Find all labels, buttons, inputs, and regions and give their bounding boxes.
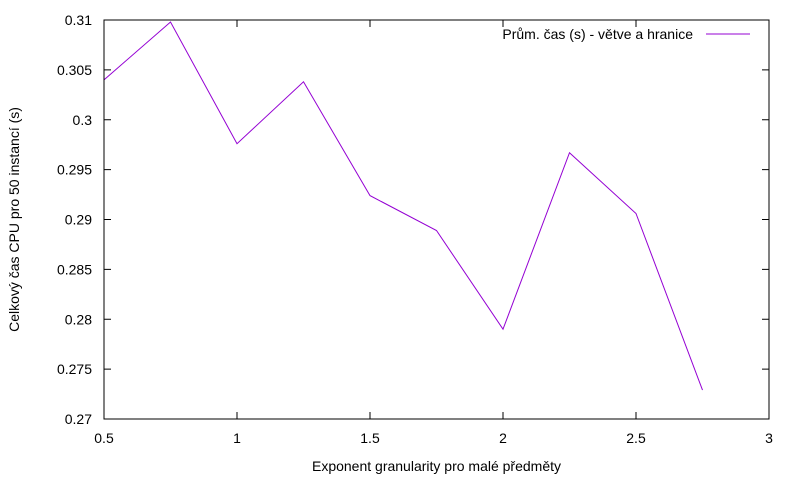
x-tick-label: 3: [765, 430, 773, 446]
y-tick-label: 0.3: [73, 112, 93, 128]
x-axis-label: Exponent granularity pro malé předměty: [312, 458, 561, 474]
y-tick-label: 0.28: [65, 311, 92, 327]
legend: Prům. čas (s) - větve a hranice: [502, 26, 750, 42]
y-tick-label: 0.27: [65, 411, 92, 427]
y-tick-label: 0.295: [57, 162, 92, 178]
x-tick-label: 2.5: [626, 430, 646, 446]
y-tick-label: 0.29: [65, 212, 92, 228]
y-tick-label: 0.275: [57, 361, 92, 377]
legend-label: Prům. čas (s) - větve a hranice: [502, 26, 693, 42]
x-tick-label: 0.5: [94, 430, 114, 446]
x-tick-label: 2: [499, 430, 507, 446]
x-tick-label: 1.5: [360, 430, 380, 446]
plot-frame: [103, 19, 770, 420]
series-line: [103, 21, 703, 391]
series-lines: [103, 21, 703, 391]
y-tick-label: 0.285: [57, 261, 92, 277]
axis-ticks: 0.5 1 1.5 2 2.5 3 0.27 0.275 0.28 0.285 0.29 0.295 0…: [57, 12, 773, 446]
y-axis-label: Celkový čas CPU pro 50 instancí (s): [6, 107, 22, 332]
x-tick-label: 1: [233, 430, 241, 446]
y-tick-label: 0.305: [57, 62, 92, 78]
y-tick-label: 0.31: [65, 12, 92, 28]
